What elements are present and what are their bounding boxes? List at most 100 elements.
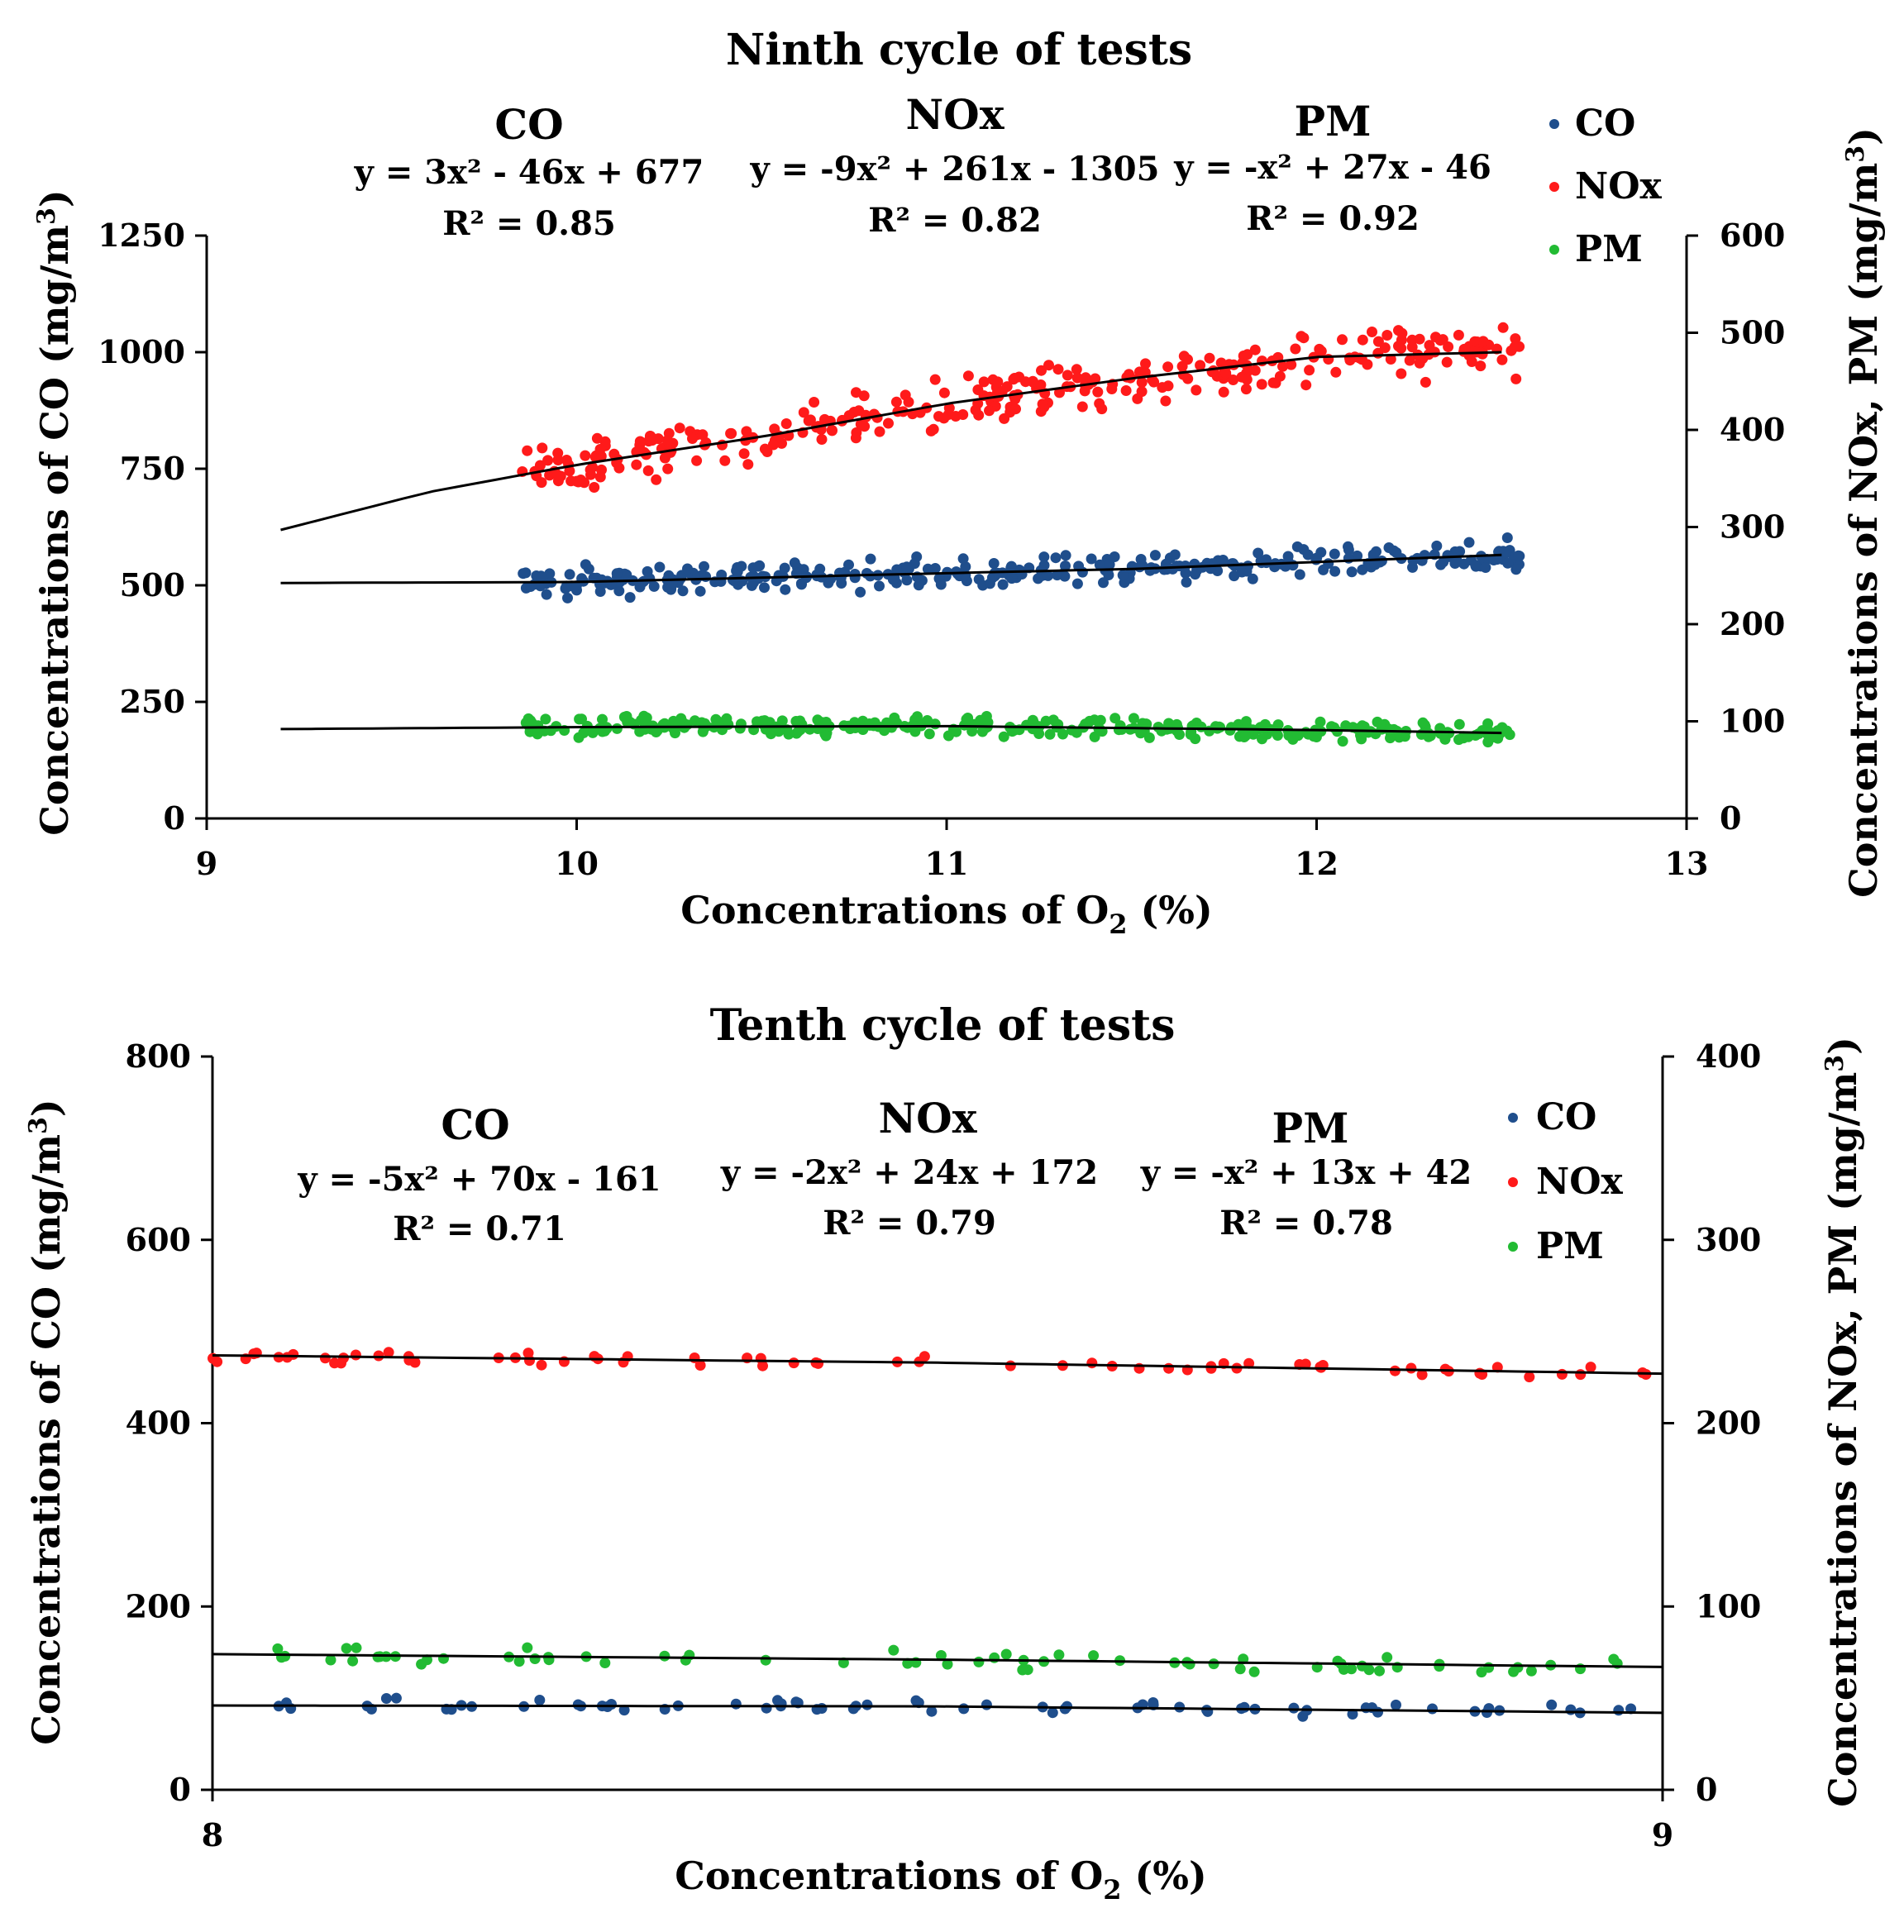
x-tick-label: 13 — [1665, 845, 1709, 882]
point-co — [992, 567, 1004, 579]
point-co — [1216, 555, 1228, 566]
point-pm — [923, 728, 935, 740]
point-nox — [1120, 385, 1132, 396]
point-co — [957, 553, 969, 565]
legend: CO NOx PM — [1508, 1096, 1624, 1267]
point-pm — [529, 1653, 541, 1664]
point-pm — [1089, 731, 1100, 742]
point-nox — [580, 450, 591, 461]
equation-label-pm: PM — [1272, 1104, 1349, 1152]
point-co — [572, 1699, 584, 1710]
point-co — [1302, 549, 1314, 561]
point-nox — [1396, 327, 1408, 339]
point-nox — [1404, 355, 1415, 366]
point-nox — [537, 442, 548, 454]
point-pm — [1240, 730, 1252, 742]
x-axis-title: Concentrations of O2 (%) — [680, 888, 1213, 940]
point-nox — [1381, 330, 1393, 341]
point-co — [1052, 570, 1063, 581]
point-pm — [888, 1644, 900, 1656]
point-co — [1369, 559, 1381, 570]
point-pm — [1315, 716, 1326, 727]
point-co — [730, 1698, 742, 1710]
point-pm — [416, 1658, 427, 1670]
point-nox — [1106, 384, 1118, 394]
point-nox — [1071, 372, 1083, 384]
point-co — [997, 579, 1009, 590]
point-nox — [1315, 346, 1327, 357]
point-nox — [1405, 1362, 1417, 1374]
point-nox — [634, 436, 646, 447]
x-axis-label-sub: 2 — [1103, 1874, 1121, 1906]
point-pm — [599, 1658, 611, 1668]
point-nox — [1298, 332, 1310, 344]
tenth-cycle-chart: Tenth cycle of tests CO y = -5x² + 70x -… — [24, 1000, 1865, 1906]
point-nox — [883, 417, 894, 429]
point-co — [619, 568, 631, 580]
point-pm — [272, 1643, 284, 1654]
point-nox — [1414, 333, 1425, 345]
point-co — [535, 570, 546, 582]
point-pm — [1338, 1663, 1349, 1675]
point-pm — [812, 714, 823, 726]
point-co — [1449, 558, 1461, 569]
point-nox — [1096, 403, 1108, 415]
point-nox — [816, 434, 828, 445]
point-nox — [1204, 352, 1215, 364]
legend-marker-pm — [1508, 1242, 1518, 1252]
point-co — [541, 589, 552, 600]
axis-ticks: 0 200 400 600 800 0 100 200 300 400 8 9 — [126, 1038, 1762, 1853]
point-nox — [851, 387, 861, 398]
point-pm — [1423, 731, 1434, 742]
point-co — [1294, 569, 1305, 580]
point-nox — [1267, 377, 1279, 389]
point-co — [1329, 565, 1341, 577]
point-co — [1431, 540, 1443, 551]
point-pm — [1186, 721, 1198, 732]
point-co — [677, 585, 689, 597]
point-pm — [1608, 1653, 1620, 1665]
point-pm — [1417, 717, 1429, 728]
point-nox — [1163, 1362, 1175, 1374]
point-nox — [1028, 376, 1039, 388]
point-nox — [552, 470, 564, 481]
point-nox — [759, 443, 771, 455]
point-co — [583, 563, 594, 575]
point-co — [1098, 577, 1109, 589]
point-pm — [989, 1652, 1000, 1663]
point-nox — [542, 455, 554, 466]
point-pm — [793, 726, 804, 737]
point-pm — [1017, 1664, 1028, 1676]
point-co — [1109, 551, 1120, 562]
point-pm — [998, 731, 1009, 742]
point-pm — [634, 726, 646, 737]
point-nox — [1556, 1368, 1568, 1380]
point-co — [849, 572, 861, 584]
y-tick-label-left: 250 — [120, 683, 185, 720]
point-nox — [1043, 360, 1054, 371]
point-pm — [513, 1656, 525, 1667]
point-co — [891, 564, 903, 575]
point-co — [780, 584, 791, 595]
y-axis-title-left: Concentrations of CO (mg/m3) — [24, 1099, 69, 1744]
axis-ticks: 0 250 500 750 1000 1250 0 100 200 300 400 500 600 9 10… — [98, 217, 1785, 882]
equation-nox: y = -2x² + 24x + 172 — [720, 1153, 1098, 1192]
point-pm — [1172, 725, 1182, 737]
point-nox — [826, 424, 837, 436]
r2-co: R² = 0.85 — [442, 204, 616, 243]
point-nox — [1416, 1369, 1428, 1381]
y-tick-label-left: 1250 — [98, 217, 185, 254]
point-nox — [1497, 322, 1509, 333]
point-nox — [996, 386, 1008, 397]
point-pm — [1504, 729, 1515, 741]
point-nox — [631, 459, 642, 470]
point-co — [922, 563, 933, 575]
point-pm — [1292, 728, 1304, 740]
point-nox — [1362, 359, 1373, 370]
point-nox — [689, 1352, 700, 1363]
equation-label-nox: NOx — [905, 90, 1004, 139]
point-nox — [659, 452, 670, 464]
point-pm — [347, 1655, 359, 1667]
legend-label-pm: PM — [1536, 1225, 1604, 1267]
point-co — [865, 553, 876, 565]
